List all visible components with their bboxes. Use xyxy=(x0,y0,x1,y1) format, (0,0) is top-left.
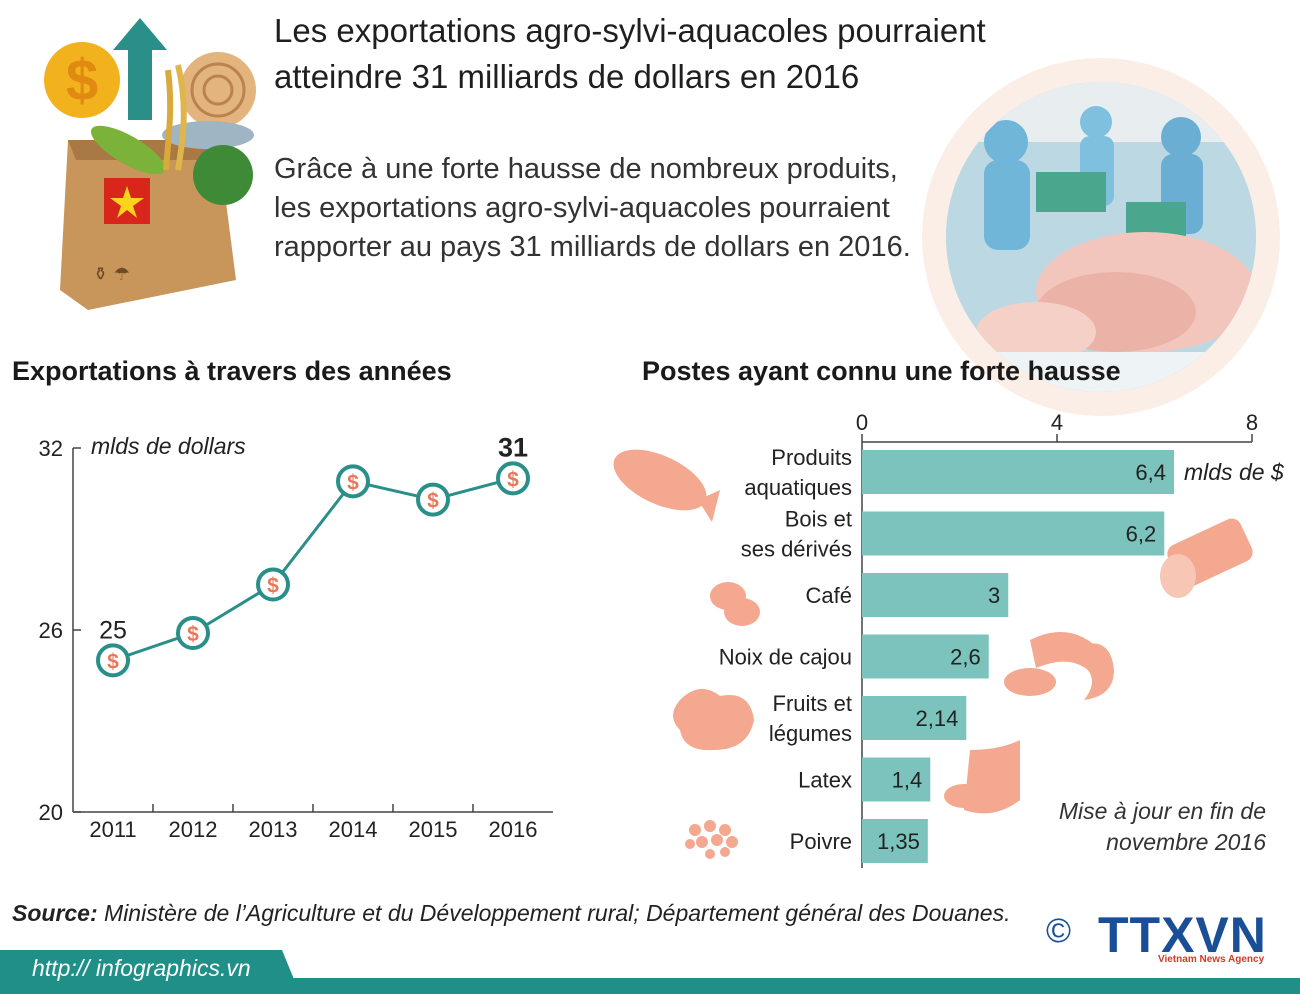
bar-category-label: ses dérivés xyxy=(741,537,852,562)
line-y-tick-label: 26 xyxy=(39,618,63,643)
bar xyxy=(862,573,1009,617)
bar-note: Mise à jour en fin de novembre 2016 xyxy=(1058,798,1266,855)
bar-value-label: 3 xyxy=(988,583,1000,608)
line-x-tick-label: 2016 xyxy=(489,817,538,842)
page-title: Les exportations agro-sylvi-aquacoles po… xyxy=(274,12,986,95)
dollar-marker-icon: $ xyxy=(347,471,359,494)
source-line: Source: Ministère de l’Agriculture et du… xyxy=(12,900,1010,927)
line-x-tick-label: 2014 xyxy=(329,817,378,842)
bar-value-label: 6,2 xyxy=(1126,522,1157,547)
pepper-icon xyxy=(685,820,738,859)
bar-category-label: Fruits et xyxy=(773,691,852,716)
line-point: $ xyxy=(96,643,130,678)
line-x-tick-label: 2015 xyxy=(409,817,458,842)
bar-chart: 0 4 8 6,4 Produits aquatiques 6,2 Bois et ses d… xyxy=(613,410,1285,868)
line-y-tick-label: 20 xyxy=(39,800,63,825)
wood-log-icon xyxy=(1160,518,1253,598)
bar-category-label: Produits xyxy=(771,445,852,470)
bar-value-label: 1,4 xyxy=(892,768,923,793)
line-point: $ xyxy=(176,616,210,651)
source-label: Source: xyxy=(12,900,98,926)
bar xyxy=(862,634,989,679)
line-y-tick-label: 32 xyxy=(39,436,63,461)
dollar-marker-icon: $ xyxy=(107,650,119,673)
dollar-marker-icon: $ xyxy=(267,575,279,598)
line-point: $ xyxy=(416,482,450,517)
bar-category-label: Bois et xyxy=(785,507,852,532)
dollar-marker-icon: $ xyxy=(187,623,199,646)
svg-text:⚱ ☂: ⚱ ☂ xyxy=(93,264,130,285)
svg-text:$: $ xyxy=(66,48,98,113)
agency-name: Vietnam News Agency xyxy=(1158,954,1265,965)
factory-photo xyxy=(946,82,1256,392)
line-y-axis-label: mlds de dollars xyxy=(91,433,246,459)
latex-cup-icon xyxy=(944,740,1020,814)
hero-illustration: $ ⚱ ☂ xyxy=(44,18,256,310)
line-series-path xyxy=(112,476,514,662)
line-point: $ xyxy=(256,567,290,602)
lettuce-icon xyxy=(673,688,754,751)
bar-category-label: Noix de cajou xyxy=(719,645,852,670)
ttxvn-logo: TTXVN xyxy=(1098,907,1267,963)
bar-icons xyxy=(613,449,1253,859)
bar xyxy=(862,511,1165,556)
dollar-marker-icon: $ xyxy=(427,490,439,513)
fish-icon xyxy=(613,449,720,522)
bar-category-label: légumes xyxy=(769,721,852,746)
bar xyxy=(862,819,928,863)
bar xyxy=(862,696,967,740)
bar-chart-title: Postes ayant connu une forte hausse xyxy=(642,356,1121,386)
line-x-tick-label: 2011 xyxy=(89,817,136,842)
line-point: $ xyxy=(496,461,530,496)
bar-x-tick-label: 0 xyxy=(856,410,868,435)
source-text: Ministère de l’Agriculture et du Dévelop… xyxy=(97,900,1011,926)
line-data-label: 31 xyxy=(498,432,528,462)
website-link[interactable]: http:// infographics.vn xyxy=(32,955,251,981)
bar-value-label: 1,35 xyxy=(877,829,920,854)
dollar-marker-icon: $ xyxy=(507,468,519,491)
intro-paragraph: Grâce à une forte hausse de nombreux pro… xyxy=(274,153,911,263)
bar-x-tick-label: 4 xyxy=(1051,410,1063,435)
line-chart-title: Exportations à travers des années xyxy=(12,356,452,386)
line-data-label: 25 xyxy=(99,616,127,644)
bar-category-label: aquatiques xyxy=(744,475,852,500)
line-point: $ xyxy=(336,464,370,499)
bar-category-label: Café xyxy=(806,583,852,608)
line-x-tick-label: 2012 xyxy=(169,817,218,842)
footer-band xyxy=(0,978,1300,994)
line-chart: 20 26 32 2011 2012 2013 2014 2015 2016 mlds de do… xyxy=(39,432,553,842)
cashew-icon xyxy=(1004,632,1114,700)
bar-x-tick-label: 8 xyxy=(1246,410,1258,435)
bar-category-label: Poivre xyxy=(790,829,852,854)
line-x-tick-label: 2013 xyxy=(249,817,298,842)
bar-unit-label: mlds de $ xyxy=(1184,459,1285,485)
bar-value-label: 2,14 xyxy=(915,706,958,731)
bar-value-label: 2,6 xyxy=(950,645,981,670)
bar-value-label: 6,4 xyxy=(1135,460,1166,485)
bar xyxy=(862,757,931,802)
bar xyxy=(862,450,1174,494)
bar-category-label: Latex xyxy=(798,768,852,793)
url-tab xyxy=(0,950,300,994)
coffee-bean-icon xyxy=(710,582,760,626)
copyright-icon: © xyxy=(1046,912,1072,950)
